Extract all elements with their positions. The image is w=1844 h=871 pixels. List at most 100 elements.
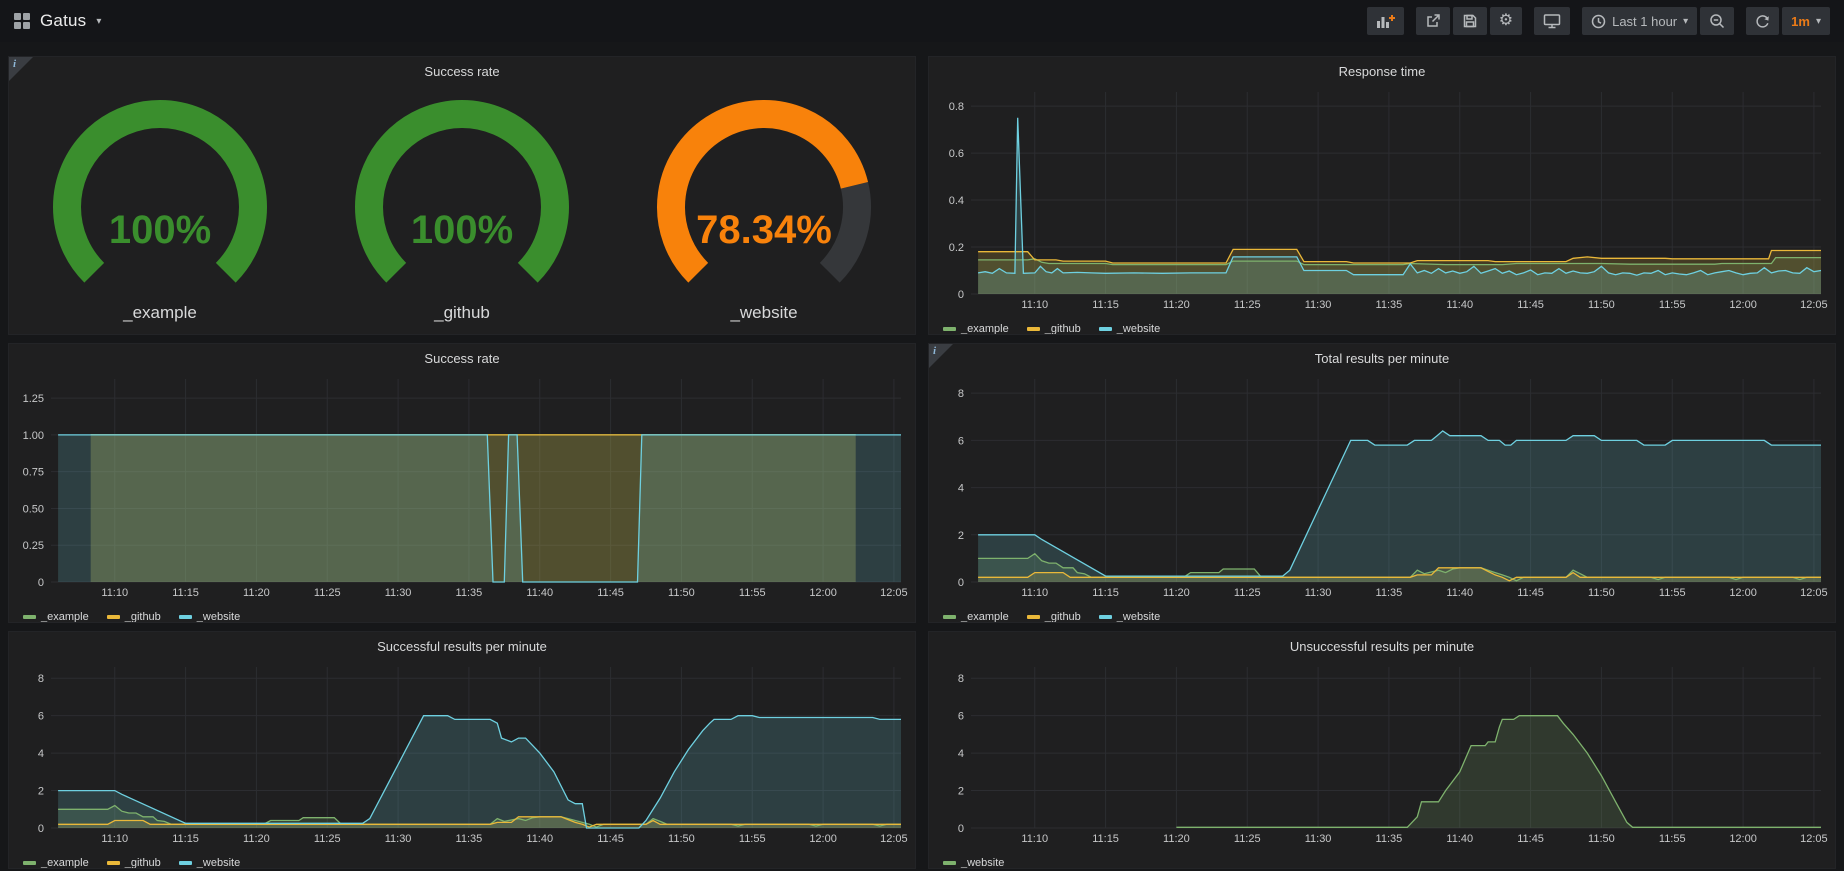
gauge-value: 78.34%	[696, 208, 832, 252]
panel-title[interactable]: Total results per minute	[1314, 351, 1450, 366]
panel-title[interactable]: Success rate	[424, 64, 500, 79]
panel-unsuccessful-results: Unsuccessful results per minute 11:10 11:…	[928, 631, 1836, 869]
legend-item-_example[interactable]: _example	[943, 323, 1009, 335]
legend-label: _website	[196, 611, 241, 623]
legend-label: _github	[1044, 611, 1081, 623]
legend-swatch	[943, 327, 956, 331]
svg-text:11:20: 11:20	[243, 833, 270, 845]
refresh-interval-picker[interactable]: 1m ▾	[1782, 7, 1830, 35]
svg-text:11:40: 11:40	[1446, 299, 1473, 311]
svg-text:11:50: 11:50	[1588, 833, 1615, 845]
panel-title[interactable]: Successful results per minute	[377, 639, 547, 654]
tv-mode-button[interactable]	[1534, 7, 1571, 35]
panel-successful-results: Successful results per minute 11:10 11:15…	[8, 631, 916, 869]
dashboard-grid-icon[interactable]	[14, 13, 30, 29]
legend-item-_website[interactable]: _website	[943, 857, 1004, 868]
svg-text:11:20: 11:20	[243, 587, 270, 599]
panel-info-icon[interactable]: i	[9, 57, 33, 81]
legend-item-_github[interactable]: _github	[106, 857, 161, 868]
save-dashboard-button[interactable]	[1452, 7, 1487, 35]
legend-item-_github[interactable]: _github	[1026, 323, 1081, 334]
time-range-label: Last 1 hour	[1612, 13, 1678, 29]
svg-text:8: 8	[958, 388, 964, 400]
panel-info-icon[interactable]: i	[929, 344, 953, 368]
gauge-canvas	[355, 100, 569, 283]
zoom-out-icon	[1710, 14, 1725, 29]
chart-canvas[interactable]: 11:10 11:15 11:20 11:25 11:30 11:35 11:40 11:45…	[935, 84, 1829, 314]
chart-unsuccessful-results[interactable]: 11:10 11:15 11:20 11:25 11:30 11:35 11:40 11:45…	[935, 659, 1829, 853]
gauge-canvas	[657, 100, 871, 283]
save-icon	[1463, 14, 1476, 28]
svg-text:12:00: 12:00	[809, 833, 837, 845]
share-dashboard-button[interactable]	[1415, 7, 1450, 35]
tv-mode-icon	[1543, 14, 1561, 29]
legend-swatch	[943, 861, 956, 865]
chart-total-results[interactable]: 11:10 11:15 11:20 11:25 11:30 11:35 11:40 11:45…	[935, 371, 1829, 607]
svg-text:6: 6	[38, 711, 44, 723]
dashboard-title-menu[interactable]: Gatus ▾	[14, 11, 101, 31]
caret-down-icon[interactable]: ▾	[96, 15, 102, 27]
svg-text:0.8: 0.8	[949, 101, 964, 113]
chart-canvas[interactable]: 11:10 11:15 11:20 11:25 11:30 11:35 11:40 11:45…	[15, 659, 909, 848]
svg-text:11:55: 11:55	[1659, 587, 1686, 599]
chart-canvas[interactable]: 11:10 11:15 11:20 11:25 11:30 11:35 11:40 11:45…	[15, 371, 909, 602]
svg-text:12:05: 12:05	[1800, 833, 1828, 845]
svg-text:11:30: 11:30	[1305, 587, 1332, 599]
svg-text:12:05: 12:05	[1800, 299, 1828, 311]
refresh-button[interactable]	[1746, 7, 1780, 35]
legend-item-_website[interactable]: _website	[1098, 611, 1160, 622]
chart-success-rate[interactable]: 11:10 11:15 11:20 11:25 11:30 11:35 11:40 11:45…	[15, 371, 909, 607]
legend-item-_website[interactable]: _website	[178, 857, 240, 868]
svg-text:0.50: 0.50	[23, 503, 44, 515]
svg-text:0: 0	[958, 289, 964, 301]
svg-text:0: 0	[38, 577, 44, 589]
svg-text:11:50: 11:50	[1588, 299, 1615, 311]
gauge-github: 100% _github	[311, 92, 613, 334]
svg-text:11:10: 11:10	[101, 587, 128, 599]
legend-label: _example	[41, 857, 89, 869]
legend-item-_website[interactable]: _website	[1098, 323, 1161, 335]
gauge-value: 100%	[410, 208, 514, 252]
gauge-label: _website	[730, 303, 798, 322]
panel-title[interactable]: Unsuccessful results per minute	[1289, 639, 1475, 654]
caret-down-icon: ▾	[1683, 15, 1689, 27]
chart-successful-results[interactable]: 11:10 11:15 11:20 11:25 11:30 11:35 11:40 11:45…	[15, 659, 909, 853]
chart-response-time[interactable]: 11:10 11:15 11:20 11:25 11:30 11:35 11:40 11:45…	[935, 84, 1829, 319]
svg-text:11:55: 11:55	[739, 833, 766, 845]
svg-text:2: 2	[38, 786, 44, 798]
zoom-out-button[interactable]	[1700, 7, 1735, 35]
legend-swatch	[1026, 615, 1040, 619]
svg-text:11:30: 11:30	[1305, 833, 1332, 845]
gauge-row: 100% _example 100% _github 78.34% _websi…	[9, 92, 915, 334]
legend-item-_example[interactable]: _example	[23, 857, 89, 869]
legend-label: _website	[1116, 323, 1161, 335]
svg-text:11:35: 11:35	[456, 833, 483, 845]
gauge-label: _example	[123, 303, 197, 322]
chart-canvas[interactable]: 11:10 11:15 11:20 11:25 11:30 11:35 11:40 11:45…	[935, 371, 1829, 602]
legend-item-_website[interactable]: _website	[178, 611, 241, 623]
legend-swatch	[1026, 327, 1040, 331]
panel-title[interactable]: Success rate	[424, 351, 500, 366]
legend-item-_github[interactable]: _github	[106, 611, 161, 622]
clock-icon	[1591, 14, 1606, 28]
svg-text:6: 6	[958, 711, 964, 723]
legend-label: _example	[961, 323, 1009, 335]
legend-item-_example[interactable]: _example	[23, 611, 89, 622]
legend-item-_example[interactable]: _example	[943, 611, 1009, 622]
svg-text:6: 6	[958, 435, 964, 447]
svg-text:11:15: 11:15	[172, 587, 199, 599]
dashboard-settings-button[interactable]: ⚙	[1489, 7, 1523, 35]
svg-text:11:40: 11:40	[526, 587, 553, 599]
svg-text:4: 4	[958, 483, 964, 495]
svg-text:11:50: 11:50	[1588, 587, 1615, 599]
svg-text:11:45: 11:45	[1517, 833, 1544, 845]
time-range-picker[interactable]: Last 1 hour ▾	[1582, 7, 1698, 35]
legend-item-_github[interactable]: _github	[1026, 611, 1081, 623]
svg-text:4: 4	[38, 748, 44, 760]
dashboard-title[interactable]: Gatus	[40, 11, 87, 30]
svg-text:11:15: 11:15	[1092, 833, 1119, 845]
add-panel-button[interactable]	[1366, 7, 1404, 35]
chart-canvas[interactable]: 11:10 11:15 11:20 11:25 11:30 11:35 11:40 11:45…	[935, 659, 1829, 848]
panel-title[interactable]: Response time	[1338, 64, 1426, 79]
svg-text:1.25: 1.25	[23, 393, 44, 405]
